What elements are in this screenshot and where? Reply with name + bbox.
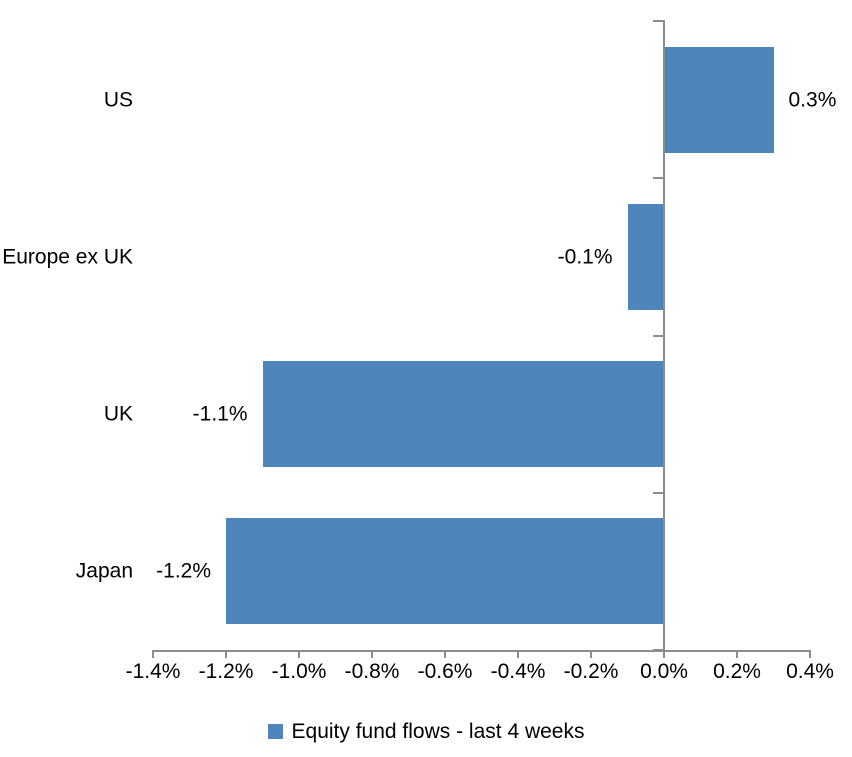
x-axis-tick-label: -0.2% [563,660,619,683]
x-axis-tick-label: -0.4% [490,660,546,683]
x-axis-tick [590,650,592,658]
x-axis-tick-label: 0.0% [640,660,688,683]
data-label-japan: -1.2% [156,559,211,583]
x-axis-tick-label: 0.4% [786,660,834,683]
x-axis-tick [225,650,227,658]
x-axis-tick [298,650,300,658]
category-label-us: US [103,88,133,112]
bar-japan [226,518,664,625]
legend-swatch-icon [267,724,283,739]
y-axis-tick [653,20,663,22]
legend: Equity fund flows - last 4 weeks [0,721,852,742]
data-label-europe-ex-uk: -0.1% [557,245,613,269]
category-label-japan: Japan [75,559,133,583]
data-label-us: 0.3% [788,88,837,112]
bar-us [664,46,774,153]
category-label-uk: UK [103,402,133,426]
x-axis-line [152,650,811,652]
x-axis-tick-label: -0.8% [344,660,400,683]
x-axis-tick-label: -0.6% [417,660,473,683]
category-label-europe-ex-uk: Europe ex UK [2,245,133,269]
x-axis-tick [152,650,154,658]
x-axis-tick [444,650,446,658]
y-axis-tick [653,334,663,337]
x-axis-tick [371,650,373,658]
x-axis-tick-label: 0.2% [713,660,761,683]
data-label-uk: -1.1% [192,402,248,426]
x-axis-tick-label: -1.0% [271,660,327,683]
y-axis-tick [653,177,663,180]
x-axis-tick [517,650,519,658]
bar-europe-ex-uk [627,203,664,310]
legend-label: Equity fund flows - last 4 weeks [291,720,585,743]
x-axis-tick [809,650,811,658]
x-axis-tick-label: -1.4% [125,660,181,683]
y-axis-line [663,20,665,658]
x-axis-tick [736,650,738,658]
bar-uk [262,361,664,468]
x-axis-tick-label: -1.2% [198,660,254,683]
y-axis-tick [653,491,663,494]
